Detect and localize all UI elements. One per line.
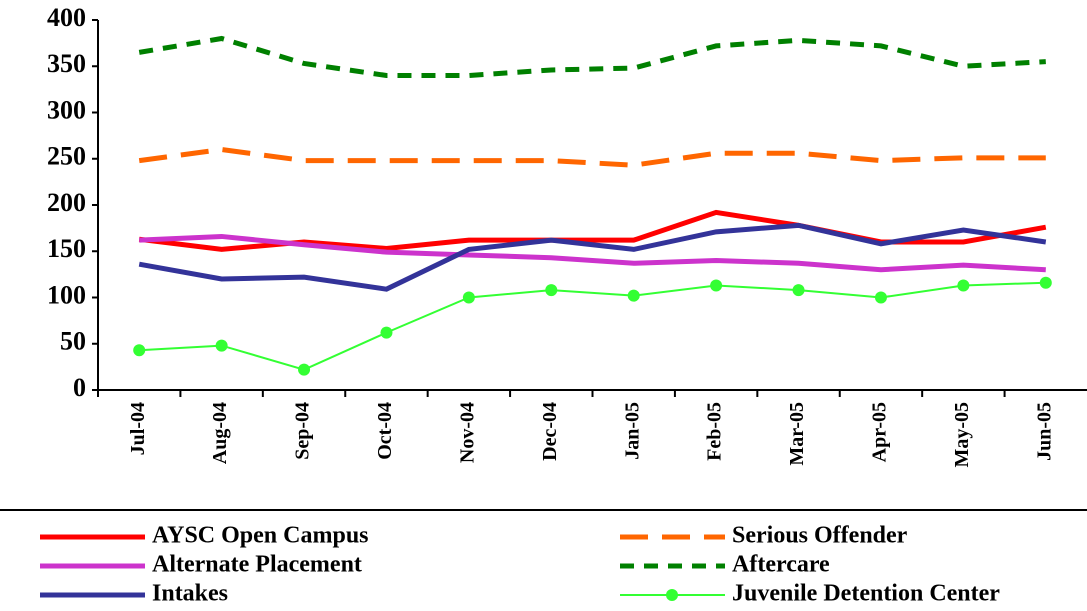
legend-marker [666, 589, 678, 601]
point [215, 339, 228, 352]
series-line [139, 281, 1046, 371]
legend-label: Intakes [152, 581, 228, 607]
x-tick-label: Sep-04 [292, 402, 314, 460]
x-tick-label: Apr-05 [869, 402, 891, 462]
x-tick-label: May-05 [951, 402, 973, 468]
x-tick-label: Feb-05 [704, 402, 726, 461]
legend-label: Aftercare [732, 552, 830, 578]
point [792, 284, 805, 297]
y-tick-label: 350 [47, 49, 86, 78]
y-tick-label: 0 [73, 373, 86, 402]
y-tick-label: 150 [47, 234, 86, 263]
legend-label: AYSC Open Campus [152, 523, 369, 549]
x-tick-label: Jun-05 [1033, 402, 1055, 461]
y-tick-label: 300 [47, 95, 86, 124]
series-line [139, 233, 1046, 273]
point [298, 363, 311, 376]
x-tick-label: Oct-04 [374, 402, 396, 460]
x-tick-label: Mar-05 [786, 402, 808, 466]
point [380, 326, 393, 339]
x-tick-label: Aug-04 [209, 402, 231, 464]
y-tick-label: 100 [47, 280, 86, 309]
series-line [138, 146, 1046, 168]
point [462, 291, 475, 304]
point [1039, 276, 1052, 289]
x-tick-label: Jan-05 [621, 402, 643, 460]
legend-label: Juvenile Detention Center [732, 581, 1000, 607]
legend-label: Serious Offender [732, 523, 908, 549]
x-tick-label: Dec-04 [539, 402, 561, 461]
point [874, 291, 887, 304]
y-tick-label: 250 [47, 142, 86, 171]
point [545, 284, 558, 297]
point [710, 279, 723, 292]
y-tick-label: 50 [60, 327, 86, 356]
point [133, 344, 146, 357]
point [957, 279, 970, 292]
x-tick-label: Jul-04 [127, 402, 149, 455]
y-tick-label: 400 [47, 3, 86, 32]
legend-label: Alternate Placement [152, 552, 362, 578]
point [627, 289, 640, 302]
series-line [138, 222, 1047, 292]
series-line [138, 35, 1046, 78]
x-tick-label: Nov-04 [456, 402, 478, 463]
y-tick-label: 200 [47, 188, 86, 217]
